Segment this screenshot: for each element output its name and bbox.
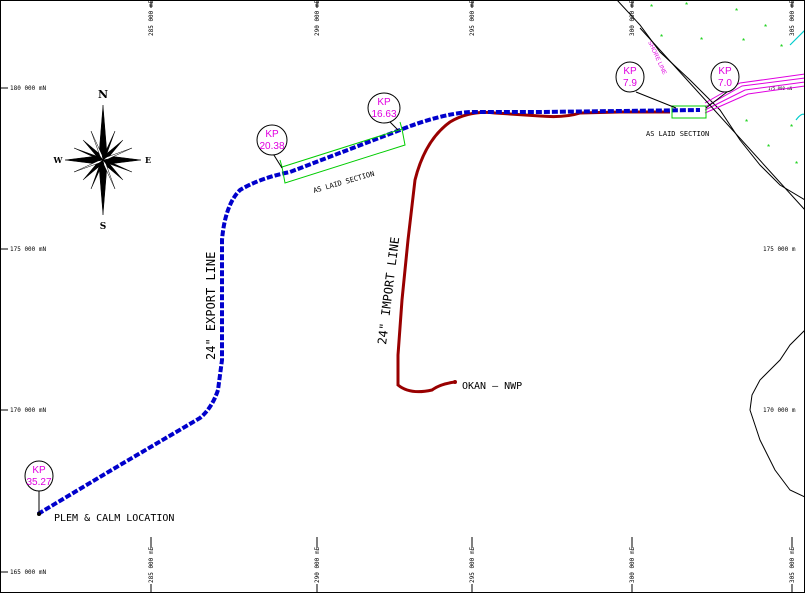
svg-text:*: * [660, 33, 663, 42]
as-laid-label-2: AS LAID SECTION [646, 130, 709, 138]
as-laid-section-1 [279, 121, 406, 184]
easting-label-285-top: 285 000 mE [148, 0, 155, 36]
compass-north: N [98, 88, 108, 101]
svg-text:*: * [735, 7, 738, 16]
compass-east: E [145, 155, 151, 165]
right-northing-label-175: 175 000 m [763, 246, 796, 253]
svg-text:7.0: 7.0 [718, 78, 732, 89]
northing-ticks [0, 87, 8, 573]
compass-south: S [100, 222, 107, 232]
svg-text:*: * [780, 43, 783, 52]
svg-text:*: * [767, 143, 770, 152]
shore-approach [704, 73, 805, 114]
easting-label-290-bottom: 290 000 mE [314, 546, 321, 583]
svg-text:*: * [742, 37, 745, 46]
easting-label-305-top: 305 000 mE [789, 0, 796, 36]
plem-label: PLEM & CALM LOCATION [54, 513, 174, 524]
as-laid-label-1: AS LAID SECTION [312, 170, 375, 195]
svg-text:20.38: 20.38 [259, 141, 284, 152]
svg-text:*: * [795, 160, 798, 169]
leader-lines [38, 27, 805, 512]
kp-marker-7-9: KP 7.9 [615, 61, 645, 93]
northing-label-170: 170 000 mN [10, 407, 47, 414]
svg-text:KP: KP [377, 97, 391, 108]
svg-text:*: * [700, 36, 703, 45]
svg-text:KP: KP [623, 66, 637, 77]
kp-marker-20-38: KP 20.38 [256, 124, 288, 156]
easting-label-285-bottom: 285 000 mE [148, 546, 155, 583]
export-line-label: 24" EXPORT LINE [204, 252, 218, 360]
northing-label-180: 180 000 mN [10, 85, 47, 92]
top-right-northing-label: 175 000 mN [768, 86, 793, 91]
northing-label-165: 165 000 mN [10, 569, 47, 576]
as-laid-section-2 [671, 105, 707, 119]
easting-label-295-bottom: 295 000 mE [469, 546, 476, 583]
easting-label-300-top: 300 000 mE [629, 0, 636, 36]
svg-text:16.63: 16.63 [371, 109, 396, 120]
easting-label-300-bottom: 300 000 mE [629, 546, 636, 583]
kp-marker-35-27: KP 35.27 [24, 460, 54, 492]
export-pipeline [36, 108, 701, 516]
easting-label-305-bottom: 305 000 mE [789, 546, 796, 583]
coastline [616, 0, 805, 498]
swamp-dots: * * * * * * * * * * * * [650, 1, 798, 169]
svg-text:*: * [650, 3, 653, 12]
svg-text:7.9: 7.9 [623, 78, 637, 89]
svg-text:35.27: 35.27 [26, 477, 51, 488]
compass-rose: N S W E [53, 88, 152, 232]
svg-text:KP: KP [32, 465, 46, 476]
northing-label-175: 175 000 mN [10, 246, 47, 253]
okan-label: OKAN – NWP [462, 381, 522, 392]
svg-text:*: * [790, 123, 793, 132]
easting-label-290-top: 290 000 mE [314, 0, 321, 36]
easting-ticks-top [150, 0, 793, 8]
import-line-label: 24" IMPORT LINE [375, 236, 402, 345]
compass-west: W [53, 155, 64, 165]
compass-star-icon [64, 104, 142, 216]
easting-ticks-bottom [150, 584, 793, 593]
svg-text:KP: KP [265, 129, 279, 140]
kp-marker-16-63: KP 16.63 [367, 92, 401, 124]
kp-marker-7-0: KP 7.0 [710, 61, 740, 93]
svg-text:KP: KP [718, 66, 732, 77]
svg-text:*: * [764, 23, 767, 32]
import-pipeline [396, 110, 670, 394]
right-northing-label-170: 170 000 m [763, 407, 796, 414]
easting-label-295-top: 295 000 mE [469, 0, 476, 36]
svg-text:*: * [685, 1, 688, 10]
svg-text:*: * [745, 118, 748, 127]
